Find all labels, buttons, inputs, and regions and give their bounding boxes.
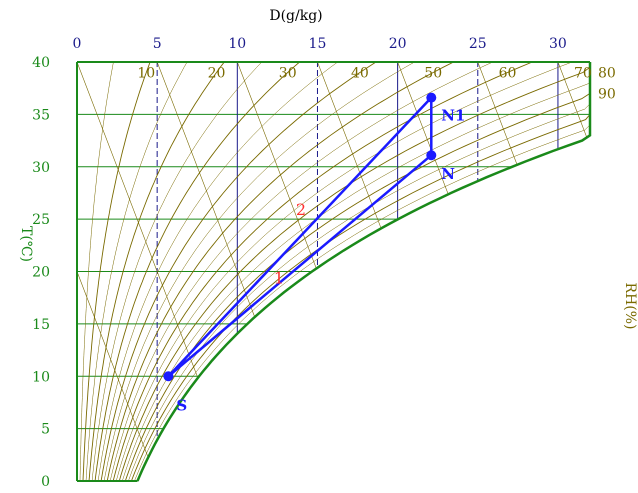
y-tick-label: 15 <box>32 317 50 333</box>
rh-curve <box>97 61 338 482</box>
y-tick-label: 25 <box>32 212 50 228</box>
rh-curve <box>128 62 591 482</box>
x-tick-label: 20 <box>389 36 407 52</box>
rh-label: 10 <box>137 65 155 81</box>
y-tick-label: 35 <box>32 107 50 123</box>
rh-label: 80 <box>598 65 616 81</box>
rh-axis-title: RH(%) <box>622 283 638 330</box>
rh-label: 90 <box>598 86 616 102</box>
rh-curve <box>82 61 151 482</box>
x-tick-label: 10 <box>228 36 246 52</box>
rh-label: 30 <box>279 65 297 81</box>
process-line-label: 1 <box>274 269 284 288</box>
rh-curve <box>112 61 533 482</box>
y-tick-label: 0 <box>41 474 50 490</box>
rh-curve <box>109 61 493 482</box>
x-tick-label: 0 <box>73 36 82 52</box>
rh-curve <box>115 61 573 482</box>
rh-curve <box>103 61 415 482</box>
process-line <box>167 96 433 378</box>
y-tick-label: 30 <box>32 160 50 176</box>
state-point <box>163 371 174 382</box>
state-point <box>426 92 437 103</box>
rh-label: 40 <box>351 65 369 81</box>
state-point-label: N <box>441 165 455 183</box>
rh-curve <box>122 62 591 482</box>
y-tick-label: 5 <box>41 422 50 438</box>
x-axis-title: D(g/kg) <box>269 8 322 24</box>
rh-label: 20 <box>208 65 226 81</box>
saturation-line <box>136 62 592 482</box>
rh-curve <box>118 62 591 482</box>
rh-curve <box>130 62 591 482</box>
state-point <box>426 150 437 161</box>
rh-curves <box>79 61 591 482</box>
rh-curve <box>85 61 188 482</box>
process-lines <box>163 92 437 382</box>
y-tick-label: 20 <box>32 265 50 281</box>
rh-curve <box>100 61 377 482</box>
process-line <box>167 154 433 378</box>
rh-label: 60 <box>499 65 517 81</box>
y-tick-label: 40 <box>32 55 50 71</box>
rh-curve <box>106 61 454 482</box>
y-axis-title: T(℃) <box>18 226 34 262</box>
x-tick-label: 5 <box>153 36 162 52</box>
rh-curve <box>94 61 300 482</box>
enthalpy-gridline <box>557 62 590 481</box>
state-point-label: S <box>176 396 187 414</box>
rh-label: 50 <box>424 65 442 81</box>
rh-label: 70 <box>574 65 592 81</box>
rh-curve <box>88 61 225 482</box>
x-tick-label: 30 <box>549 36 567 52</box>
saturation-curve <box>76 61 592 482</box>
rh-curve <box>134 62 591 482</box>
x-tick-label: 25 <box>469 36 487 52</box>
y-tick-label: 10 <box>32 369 50 385</box>
rh-curve <box>91 61 262 482</box>
x-tick-label: 15 <box>309 36 327 52</box>
rh-curve <box>79 61 114 482</box>
process-line-label: 2 <box>296 200 306 219</box>
state-point-label: N1 <box>441 107 465 125</box>
rh-curve <box>124 62 591 482</box>
